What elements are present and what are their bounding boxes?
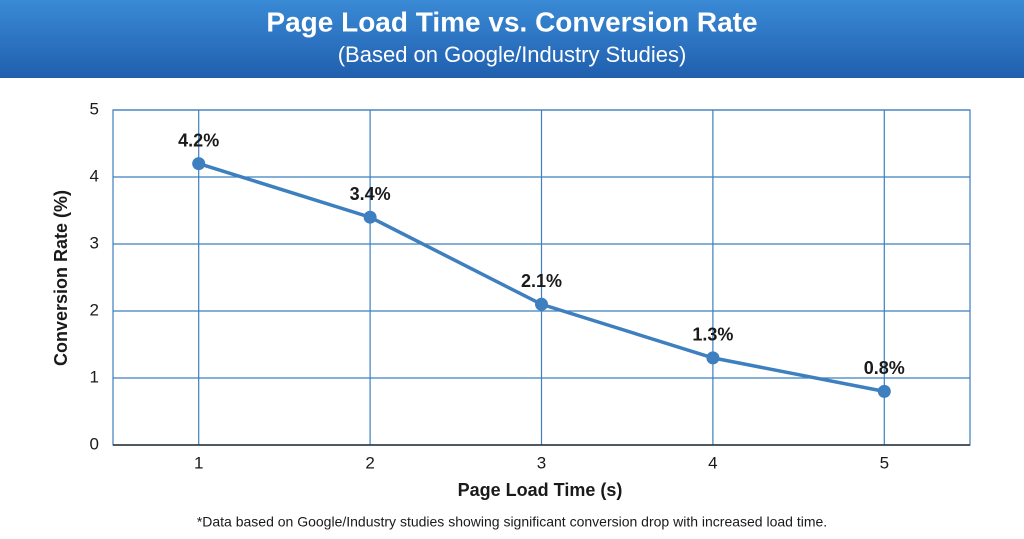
data-label: 3.4% [350,184,391,204]
x-tick-label: 1 [194,453,203,472]
y-tick-label: 0 [90,434,99,453]
x-tick-label: 2 [365,453,374,472]
x-tick-label: 3 [537,453,546,472]
footnote: *Data based on Google/Industry studies s… [197,514,827,530]
header-band [0,0,1024,78]
chart-title: Page Load Time vs. Conversion Rate [266,6,757,37]
data-point [535,297,548,311]
y-axis-label: Conversion Rate (%) [51,190,71,366]
y-tick-label: 5 [90,99,99,118]
x-tick-label: 4 [708,453,717,472]
y-tick-label: 4 [90,166,99,185]
data-point [877,384,891,398]
y-tick-label: 3 [90,233,99,252]
data-point [706,351,720,365]
data-label: 0.8% [864,358,905,378]
data-point [363,210,377,224]
chart-subtitle: (Based on Google/Industry Studies) [338,42,687,67]
x-axis-label: Page Load Time (s) [458,480,623,500]
y-tick-label: 1 [90,367,99,386]
x-tick-label: 5 [880,453,889,472]
data-point [192,157,206,171]
data-label: 4.2% [178,130,219,150]
y-tick-label: 2 [90,300,99,319]
data-label: 1.3% [692,325,733,345]
data-label: 2.1% [521,271,562,291]
